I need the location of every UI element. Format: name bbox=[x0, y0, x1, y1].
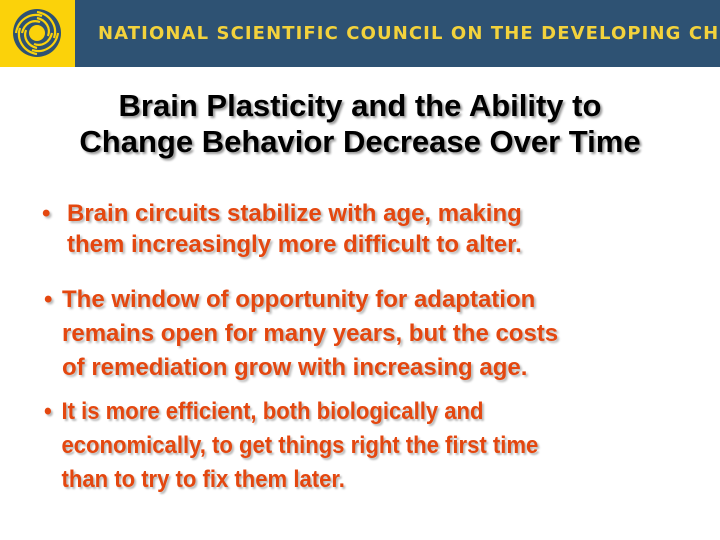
bullet-icon: • bbox=[44, 398, 52, 425]
bullet-line: them increasingly more difficult to alte… bbox=[67, 231, 522, 258]
organization-name: NATIONAL SCIENTIFIC COUNCIL ON THE DEVEL… bbox=[98, 23, 720, 44]
bullet-icon: • bbox=[44, 286, 53, 313]
bullet-line: remains open for many years, but the cos… bbox=[62, 320, 559, 347]
title-line: Brain Plasticity and the Ability to bbox=[118, 88, 602, 123]
bullet-line: The window of opportunity for adaptation bbox=[62, 286, 536, 313]
bullet-item: • It is more efficient, both biologicall… bbox=[44, 395, 538, 497]
bullet-line: economically, to get things right the fi… bbox=[61, 432, 539, 459]
logo bbox=[0, 0, 75, 67]
swirl-logo-icon bbox=[13, 9, 61, 57]
bullet-item: • Brain circuits stabilize with age, mak… bbox=[42, 198, 522, 260]
bullet-line: of remediation grow with increasing age. bbox=[62, 354, 528, 381]
bullet-item: • The window of opportunity for adaptati… bbox=[44, 283, 558, 385]
header-bar: NATIONAL SCIENTIFIC COUNCIL ON THE DEVEL… bbox=[0, 0, 720, 67]
title-line: Change Behavior Decrease Over Time bbox=[79, 124, 641, 159]
bullet-line: than to try to fix them later. bbox=[61, 466, 345, 493]
bullet-icon: • bbox=[42, 200, 51, 227]
slide-title: Brain Plasticity and the Ability to Chan… bbox=[0, 88, 720, 160]
bullet-line: It is more efficient, both biologically … bbox=[61, 398, 484, 425]
bullet-line: Brain circuits stabilize with age, makin… bbox=[67, 200, 522, 227]
